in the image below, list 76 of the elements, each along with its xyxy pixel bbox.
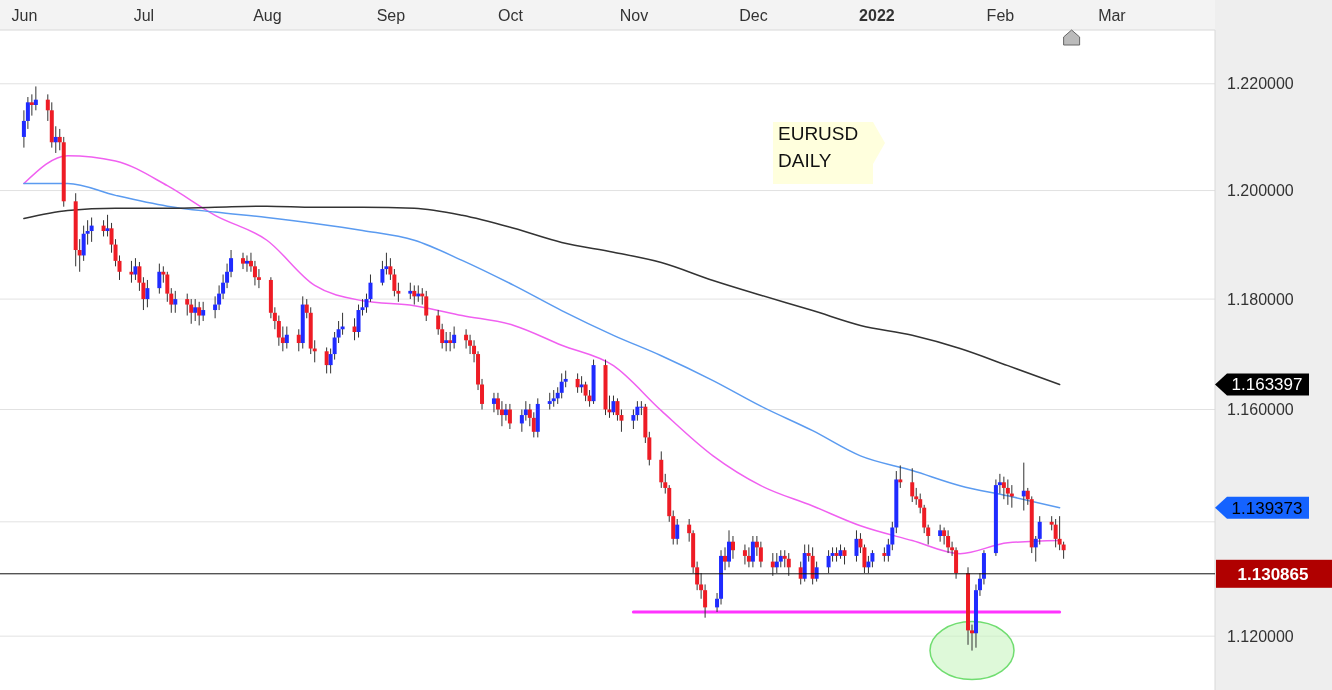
candlestick [145, 279, 150, 308]
candlestick [185, 293, 190, 317]
candlestick [29, 93, 34, 117]
y-tick-label: 1.180000 [1227, 290, 1294, 308]
line-series [23, 205, 1061, 386]
candlestick [742, 544, 747, 565]
candlestick [452, 326, 457, 350]
candlestick [380, 260, 385, 286]
x-tick-label: Sep [376, 7, 406, 24]
candlestick [1037, 515, 1042, 546]
candlestick [639, 400, 644, 416]
candlestick [448, 331, 453, 352]
candlestick [284, 326, 289, 350]
candlestick [559, 372, 564, 399]
candlestick [723, 546, 728, 571]
candlestick [615, 397, 620, 422]
candlestick [89, 217, 94, 243]
x-tick-label: Dec [739, 7, 768, 24]
candlestick [173, 290, 178, 314]
line-series [23, 182, 1061, 509]
x-tick-label: Feb [986, 7, 1015, 24]
candlestick [464, 328, 469, 350]
candlestick [786, 552, 791, 577]
candlestick [129, 260, 134, 284]
candlestick [746, 546, 751, 568]
x-tick-label: Aug [253, 7, 282, 24]
x-tick-label: Jul [133, 7, 155, 24]
candlestick [730, 535, 735, 560]
candlestick [954, 546, 959, 580]
candlestick [241, 252, 245, 270]
candlestick [910, 467, 915, 503]
candlestick [611, 395, 616, 416]
x-tick-label: 2022 [859, 7, 895, 24]
text: 1.163397 [1231, 375, 1303, 395]
x-tick-label: Mar [1098, 7, 1127, 24]
text: 1.139373 [1231, 498, 1303, 518]
candlestick [444, 331, 449, 352]
y-tick-label: 1.120000 [1227, 627, 1294, 645]
y-tick-label: 1.160000 [1227, 401, 1294, 419]
candlestick [898, 464, 903, 489]
candlestick [424, 290, 429, 322]
candlestick [507, 403, 512, 430]
candlestick [531, 411, 536, 438]
candlestick [352, 317, 357, 341]
candlestick [201, 301, 206, 322]
candlestick [244, 254, 249, 273]
candlestick [1005, 478, 1010, 506]
x-tick-label: Nov [619, 7, 649, 24]
candlestick [946, 529, 951, 554]
y-tick-label: 1.200000 [1227, 182, 1294, 200]
candlestick [491, 392, 496, 413]
annotation: EURUSD [778, 123, 859, 144]
candlestick [412, 284, 417, 306]
candlestick [854, 529, 859, 563]
ref-line-label: 1.130865 [1237, 564, 1309, 584]
candlestick [631, 409, 636, 430]
candlestick [133, 257, 138, 281]
x-tick-label: Oct [497, 7, 524, 24]
candlestick [675, 518, 680, 546]
candlestick [659, 450, 664, 489]
candlestick [296, 328, 301, 352]
candlestick [503, 403, 508, 422]
candlestick [727, 529, 731, 568]
candlestick [750, 535, 755, 568]
candlestick [197, 301, 202, 326]
candlestick [938, 524, 943, 543]
candlestick [324, 346, 329, 374]
candlestick [575, 372, 580, 394]
x-tick-label: Jun [11, 7, 38, 24]
annotation: DAILY [778, 150, 832, 171]
candlestick [193, 298, 198, 322]
candlestick [53, 125, 58, 154]
candlestick [189, 298, 194, 325]
candlestick [1053, 518, 1058, 548]
y-tick-label: 1.220000 [1227, 75, 1294, 93]
candlestick [826, 549, 831, 574]
